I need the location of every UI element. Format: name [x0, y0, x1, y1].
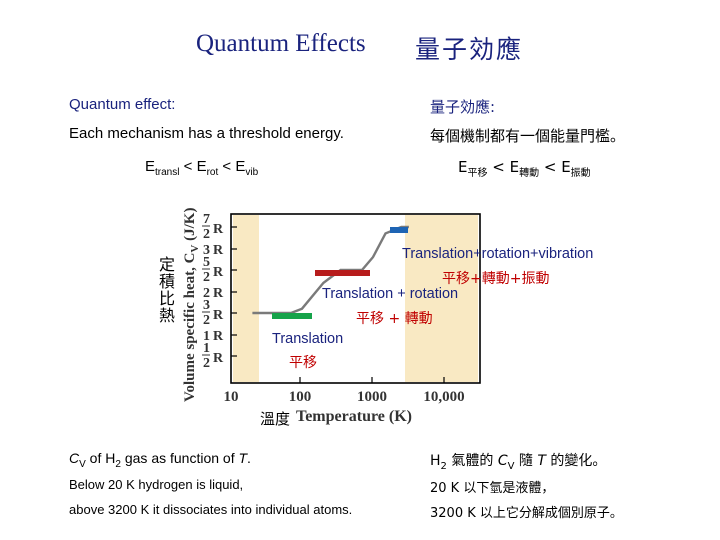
threshold-text-zh: 每個機制都有一個能量門檻。 [430, 127, 626, 145]
ytick-5-2-den: 2 [203, 270, 210, 285]
x-tick-labels: 10 100 1000 10,000 [224, 389, 465, 405]
label-vibration-zh: 平移+轉動+振動 [442, 271, 550, 287]
ytick-3-2-R: R [213, 308, 224, 323]
label-rotation-en: Translation + rotation [322, 286, 459, 302]
caption-cv-en: CV of H2 gas as function of T. [69, 450, 251, 470]
ytick-1-2-den: 2 [203, 356, 210, 371]
xtick-1000: 1000 [357, 389, 387, 405]
threshold-text-en: Each mechanism has a threshold energy. [69, 125, 344, 142]
energy-order-en: Etransl < Erot < Evib [145, 158, 259, 178]
ytick-1-2-R: R [213, 351, 224, 366]
xtick-10000: 10,000 [423, 389, 464, 405]
ytick-1-R: R [213, 329, 224, 344]
ytick-3-2-num: 3 [203, 298, 210, 313]
quantum-effect-heading: Quantum effect: [69, 96, 176, 113]
caption-liquid-en: Below 20 K hydrogen is liquid, [69, 477, 244, 492]
translation-plateau-bar [272, 313, 312, 319]
label-translation-en: Translation [272, 331, 344, 347]
energy-order-zh: E平移 < E轉動 < E振動 [458, 158, 591, 179]
shaded-region-low-temp [233, 215, 259, 382]
shaded-region-high-temp [405, 215, 478, 382]
y-tick-marks [231, 226, 237, 357]
ytick-2: 2 [203, 286, 210, 301]
ytick-7-2-R: R [213, 222, 224, 237]
ytick-5-2-num: 5 [203, 255, 210, 270]
quantum-effect-heading-zh: 量子効應: [430, 98, 496, 116]
label-rotation-zh: 平移 + 轉動 [356, 311, 433, 327]
caption-dissociate-en: above 3200 K it dissociates into individ… [69, 502, 353, 517]
vibration-plateau-bar [390, 227, 408, 233]
ytick-7-2-den: 2 [203, 227, 210, 242]
ytick-1: 1 [203, 329, 210, 344]
caption-cv-zh: H2 氣體的 CV 隨 T 的變化。 [430, 453, 607, 472]
x-tick-marks [299, 377, 445, 383]
plot-frame [230, 213, 481, 384]
y-axis-label-zh: 定積比熱 [158, 255, 175, 325]
ytick-1-2-num: 1 [203, 341, 210, 356]
x-axis-label: Temperature (K) [296, 408, 412, 425]
ytick-2-R: R [213, 286, 224, 301]
ytick-5-2-R: R [213, 265, 224, 280]
ytick-7-2-num: 7 [203, 212, 210, 227]
label-vibration-en: Translation+rotation+vibration [402, 246, 594, 262]
ytick-3-R: R [213, 243, 224, 258]
caption-dissociate-zh: 3200 K 以上它分解成個別原子。 [430, 506, 623, 521]
ytick-3-2-den: 2 [203, 313, 210, 328]
y-axis-label: Volume specific heat, CV (J/K) [182, 208, 201, 402]
xtick-100: 100 [289, 389, 312, 405]
rotation-plateau-bar [315, 270, 370, 276]
caption-liquid-zh: 20 K 以下氫是液體， [430, 481, 555, 496]
page-title-zh: 量子効應 [415, 35, 524, 64]
label-translation-zh: 平移 [289, 355, 317, 371]
x-axis-label-zh: 溫度 [260, 410, 291, 428]
page-title-en: Quantum Effects [196, 30, 366, 57]
ytick-3: 3 [203, 243, 210, 258]
xtick-10: 10 [224, 389, 239, 405]
